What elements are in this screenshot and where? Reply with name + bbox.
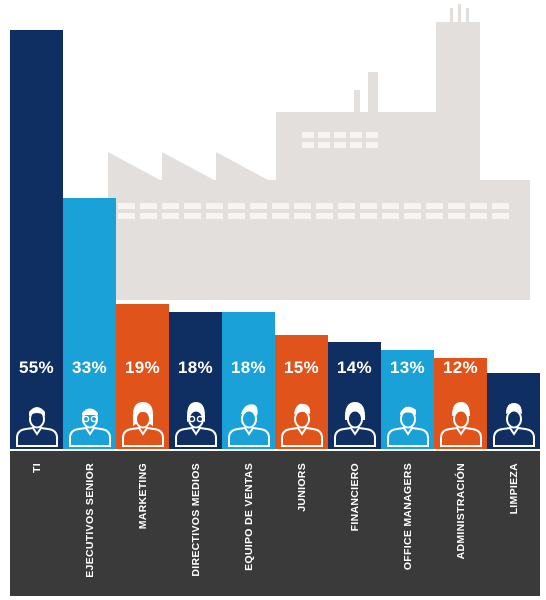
category-label: JUNIORS — [295, 463, 308, 512]
category-cell: MARKETING — [116, 451, 169, 596]
category-cell: DIRECTIVOS MEDIOS — [169, 451, 222, 596]
person-icon — [488, 396, 540, 453]
category-cell: FINANCIERO — [328, 451, 381, 596]
category-label-band: TI EJECUTIVOS SENIOR MARKETING DIRECTIVOS M… — [10, 451, 540, 596]
value-label: 19% — [125, 358, 160, 377]
bar-1 — [10, 30, 63, 449]
category-label: EQUIPO DE VENTAS — [242, 463, 255, 571]
person-icon — [223, 396, 275, 453]
category-label: MARKETING — [136, 463, 149, 530]
category-cell: JUNIORS — [275, 451, 328, 596]
value-label: 14% — [337, 358, 372, 377]
value-label: 55% — [19, 358, 54, 377]
value-label: 18% — [231, 358, 266, 377]
category-cell: OFFICE MANAGERS — [381, 451, 434, 596]
bar-2 — [63, 197, 116, 449]
category-label: FINANCIERO — [348, 463, 361, 532]
value-label: 33% — [72, 358, 107, 377]
person-icon — [64, 396, 116, 453]
person-icon — [329, 396, 381, 453]
value-label: 13% — [390, 358, 425, 377]
person-icon — [117, 396, 169, 453]
category-label: DIRECTIVOS MEDIOS — [189, 463, 202, 577]
bar-5 — [222, 311, 275, 449]
category-cell: EQUIPO DE VENTAS — [222, 451, 275, 596]
value-label: 12% — [443, 358, 478, 377]
value-label: 18% — [178, 358, 213, 377]
category-cell: EJECUTIVOS SENIOR — [63, 451, 116, 596]
category-label: ADMINISTRACIÓN — [454, 463, 467, 560]
category-cell: TI — [10, 451, 63, 596]
value-label: 15% — [284, 358, 319, 377]
category-label: LIMPIEZA — [507, 463, 520, 515]
bar-4 — [169, 311, 222, 449]
person-icon — [276, 396, 328, 453]
category-label: EJECUTIVOS SENIOR — [83, 463, 96, 578]
category-label: TI — [30, 463, 43, 473]
person-icon — [170, 396, 222, 453]
category-cell: ADMINISTRACIÓN — [434, 451, 487, 596]
value-label: 10% — [496, 358, 531, 377]
person-icon — [382, 396, 434, 453]
person-icon — [11, 396, 63, 453]
category-cell: LIMPIEZA — [487, 451, 540, 596]
person-icon — [435, 396, 487, 453]
category-label: OFFICE MANAGERS — [401, 463, 414, 571]
bar-3 — [116, 304, 169, 449]
bar-6 — [275, 334, 328, 449]
